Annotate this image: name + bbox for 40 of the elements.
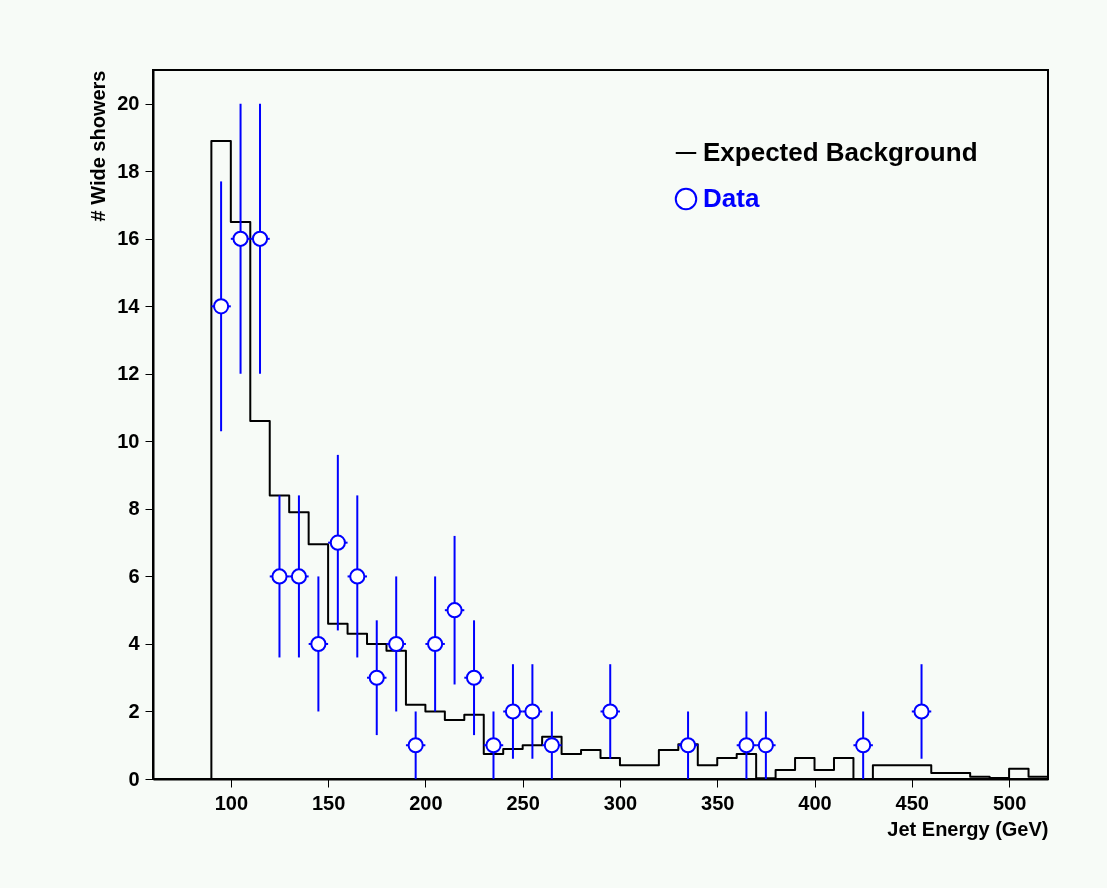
x-tick-label: 200: [409, 791, 443, 814]
x-tick-label: 350: [701, 791, 735, 814]
legend-label: Data: [703, 183, 760, 213]
point: [913, 703, 930, 720]
y-tick-label: 6: [128, 564, 140, 587]
x-tick-label: 150: [311, 791, 346, 814]
y-axis-title: # Wide showers: [87, 70, 110, 222]
x-axis-title: Jet Energy (GeV): [887, 817, 1049, 840]
point: [310, 635, 327, 653]
point: [329, 534, 346, 551]
point: [465, 669, 483, 686]
point: [485, 737, 502, 754]
y-tick-label: 14: [117, 294, 141, 317]
y-tick-label: 20: [117, 92, 140, 115]
y-tick-label: 0: [128, 767, 140, 790]
y-tick-label: 4: [128, 632, 141, 655]
y-tick-label: 18: [117, 159, 140, 182]
x-tick-label: 100: [214, 791, 249, 814]
y-tick-label: 8: [128, 497, 140, 520]
point: [602, 703, 619, 720]
y-tick-label: 16: [117, 227, 140, 250]
point: [368, 669, 385, 686]
y-tick-label: 10: [117, 429, 140, 452]
point: [407, 737, 424, 754]
point: [213, 298, 230, 315]
y-tick-label: 2: [128, 699, 140, 722]
x-tick-label: 250: [506, 791, 540, 814]
point: [427, 635, 444, 653]
legend-label: Expected Background: [703, 137, 978, 167]
point: [543, 737, 560, 754]
x-tick-label: 500: [992, 791, 1027, 814]
point: [349, 568, 366, 585]
y-tick-label: 12: [117, 362, 140, 385]
x-tick-label: 400: [798, 791, 832, 814]
point: [446, 602, 463, 619]
point: [679, 737, 697, 754]
point: [855, 737, 872, 754]
x-tick-label: 450: [895, 791, 929, 814]
x-tick-label: 300: [603, 791, 638, 814]
point: [388, 635, 405, 653]
